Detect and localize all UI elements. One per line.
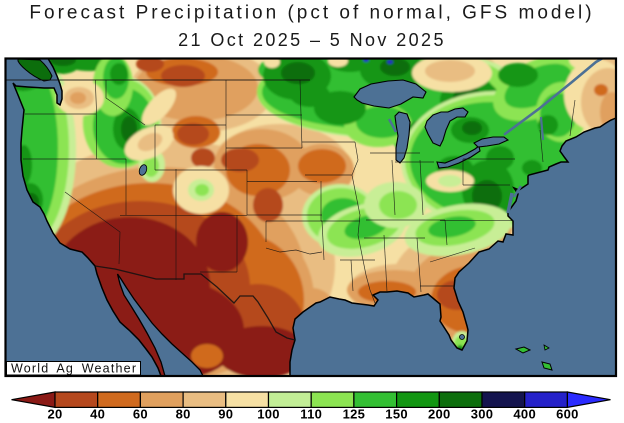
svg-text:21 Oct 2025 – 5 Nov 2025: 21 Oct 2025 – 5 Nov 2025 — [178, 30, 446, 50]
svg-text:600: 600 — [556, 407, 579, 422]
svg-text:40: 40 — [90, 407, 105, 422]
svg-text:90: 90 — [218, 407, 233, 422]
svg-text:110: 110 — [300, 407, 322, 422]
svg-text:100: 100 — [257, 407, 280, 422]
svg-text:200: 200 — [428, 407, 451, 422]
svg-text:125: 125 — [343, 407, 366, 422]
svg-text:20: 20 — [47, 407, 62, 422]
svg-text:150: 150 — [385, 407, 408, 422]
svg-text:400: 400 — [513, 407, 536, 422]
svg-text:60: 60 — [133, 407, 148, 422]
svg-text:World Ag Weather: World Ag Weather — [11, 362, 137, 376]
svg-text:300: 300 — [471, 407, 494, 422]
svg-text:80: 80 — [176, 407, 191, 422]
svg-text:Forecast Precipitation (pct of: Forecast Precipitation (pct of normal, G… — [29, 3, 594, 24]
